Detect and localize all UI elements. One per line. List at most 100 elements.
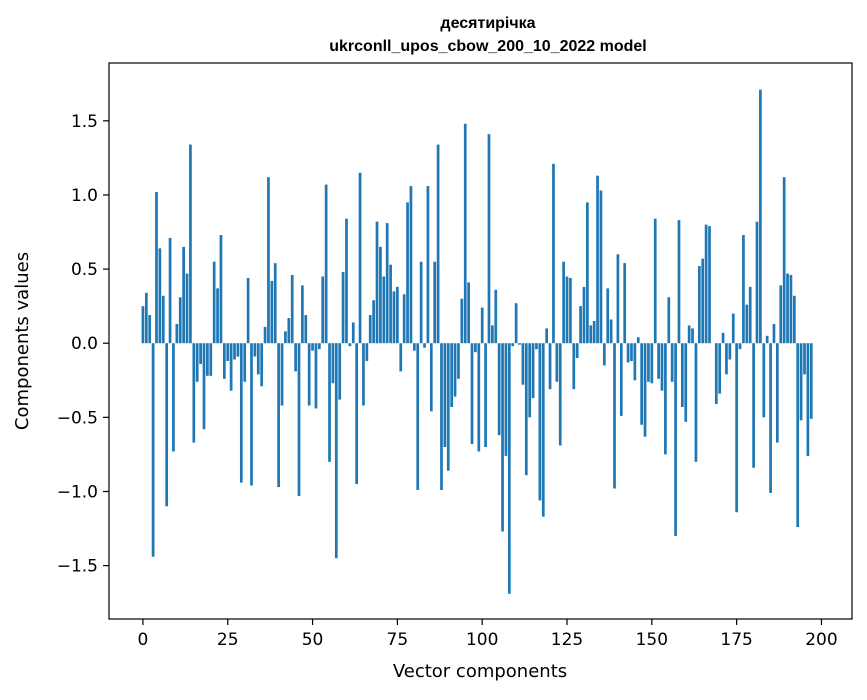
bar-9	[172, 343, 175, 451]
bar-130	[583, 287, 586, 343]
bar-66	[365, 343, 368, 361]
bar-103	[491, 325, 494, 343]
bar-54	[325, 185, 328, 344]
bar-153	[661, 343, 664, 390]
bar-99	[477, 343, 480, 451]
bar-12	[182, 247, 185, 343]
bar-73	[389, 265, 392, 344]
bar-106	[501, 343, 504, 531]
bar-8	[169, 238, 172, 343]
bar-75	[396, 287, 399, 343]
bar-84	[427, 186, 430, 343]
bar-61	[349, 343, 352, 346]
bar-86	[433, 262, 436, 344]
bar-138	[610, 320, 613, 344]
bar-123	[559, 343, 562, 445]
bar-69	[376, 222, 379, 344]
bar-128	[576, 343, 579, 358]
bar-94	[460, 299, 463, 343]
bar-67	[369, 315, 372, 343]
bar-124	[562, 262, 565, 344]
bar-177	[742, 235, 745, 343]
x-tick-label-25: 25	[217, 630, 239, 650]
bar-11	[179, 297, 182, 343]
y-axis-label: Components values	[12, 252, 33, 430]
bar-42	[284, 331, 287, 343]
bar-81	[416, 343, 419, 490]
bar-89	[444, 343, 447, 447]
bar-51	[315, 343, 318, 408]
bar-10	[176, 324, 179, 343]
bar-79	[410, 186, 413, 343]
chart-title: десятирічка	[440, 15, 535, 32]
y-tick-label-1: −1.0	[57, 482, 98, 502]
bar-164	[698, 266, 701, 343]
bar-5	[159, 248, 162, 343]
bar-145	[634, 343, 637, 380]
bar-70	[379, 247, 382, 343]
bar-23	[220, 235, 223, 343]
bar-22	[216, 288, 219, 343]
x-tick-label-175: 175	[720, 630, 752, 650]
bar-176	[739, 343, 742, 349]
bar-134	[596, 176, 599, 344]
bar-121	[552, 164, 555, 343]
bar-83	[423, 343, 426, 347]
bar-125	[566, 277, 569, 344]
bar-115	[532, 343, 535, 398]
bar-159	[681, 343, 684, 407]
bar-96	[467, 282, 470, 343]
bar-92	[454, 343, 457, 396]
bar-88	[440, 343, 443, 490]
x-tick-label-100: 100	[466, 630, 498, 650]
bar-76	[399, 343, 402, 371]
bar-175	[735, 343, 738, 512]
bar-65	[362, 343, 365, 405]
bar-47	[301, 285, 304, 343]
bar-39	[274, 263, 277, 343]
bar-105	[498, 343, 501, 435]
bar-56	[332, 343, 335, 383]
x-tick-label-125: 125	[551, 630, 583, 650]
bar-154	[664, 343, 667, 454]
chart-subtitle: ukrconll_upos_cbow_200_10_2022 model	[329, 38, 646, 55]
bar-68	[372, 300, 375, 343]
bar-27	[233, 343, 236, 359]
bar-120	[549, 343, 552, 389]
bar-181	[756, 222, 759, 344]
x-tick-label-50: 50	[302, 630, 324, 650]
bar-20	[209, 343, 212, 376]
bar-150	[650, 343, 653, 383]
bar-58	[338, 343, 341, 399]
bar-1	[145, 293, 148, 343]
bar-144	[630, 343, 633, 361]
bar-85	[430, 343, 433, 411]
bar-146	[637, 337, 640, 343]
bar-13	[186, 274, 189, 344]
bar-60	[345, 219, 348, 344]
bar-31	[247, 278, 250, 343]
bar-15	[192, 343, 195, 442]
bar-163	[695, 343, 698, 462]
bar-158	[678, 220, 681, 343]
bar-57	[335, 343, 338, 558]
bar-26	[230, 343, 233, 390]
x-axis-label: Vector components	[393, 661, 567, 682]
bar-59	[342, 272, 345, 343]
bar-101	[484, 343, 487, 447]
bar-3	[152, 343, 155, 556]
bar-14	[189, 145, 192, 344]
bar-104	[494, 290, 497, 343]
bar-35	[260, 343, 263, 386]
bar-52	[318, 343, 321, 349]
bar-166	[705, 225, 708, 344]
bar-95	[464, 124, 467, 343]
bar-17	[199, 343, 202, 364]
bar-173	[729, 343, 732, 359]
bar-53	[321, 277, 324, 344]
x-tick-label-0: 0	[138, 630, 149, 650]
bar-131	[586, 202, 589, 343]
y-tick-label-5: 1.0	[71, 186, 98, 206]
